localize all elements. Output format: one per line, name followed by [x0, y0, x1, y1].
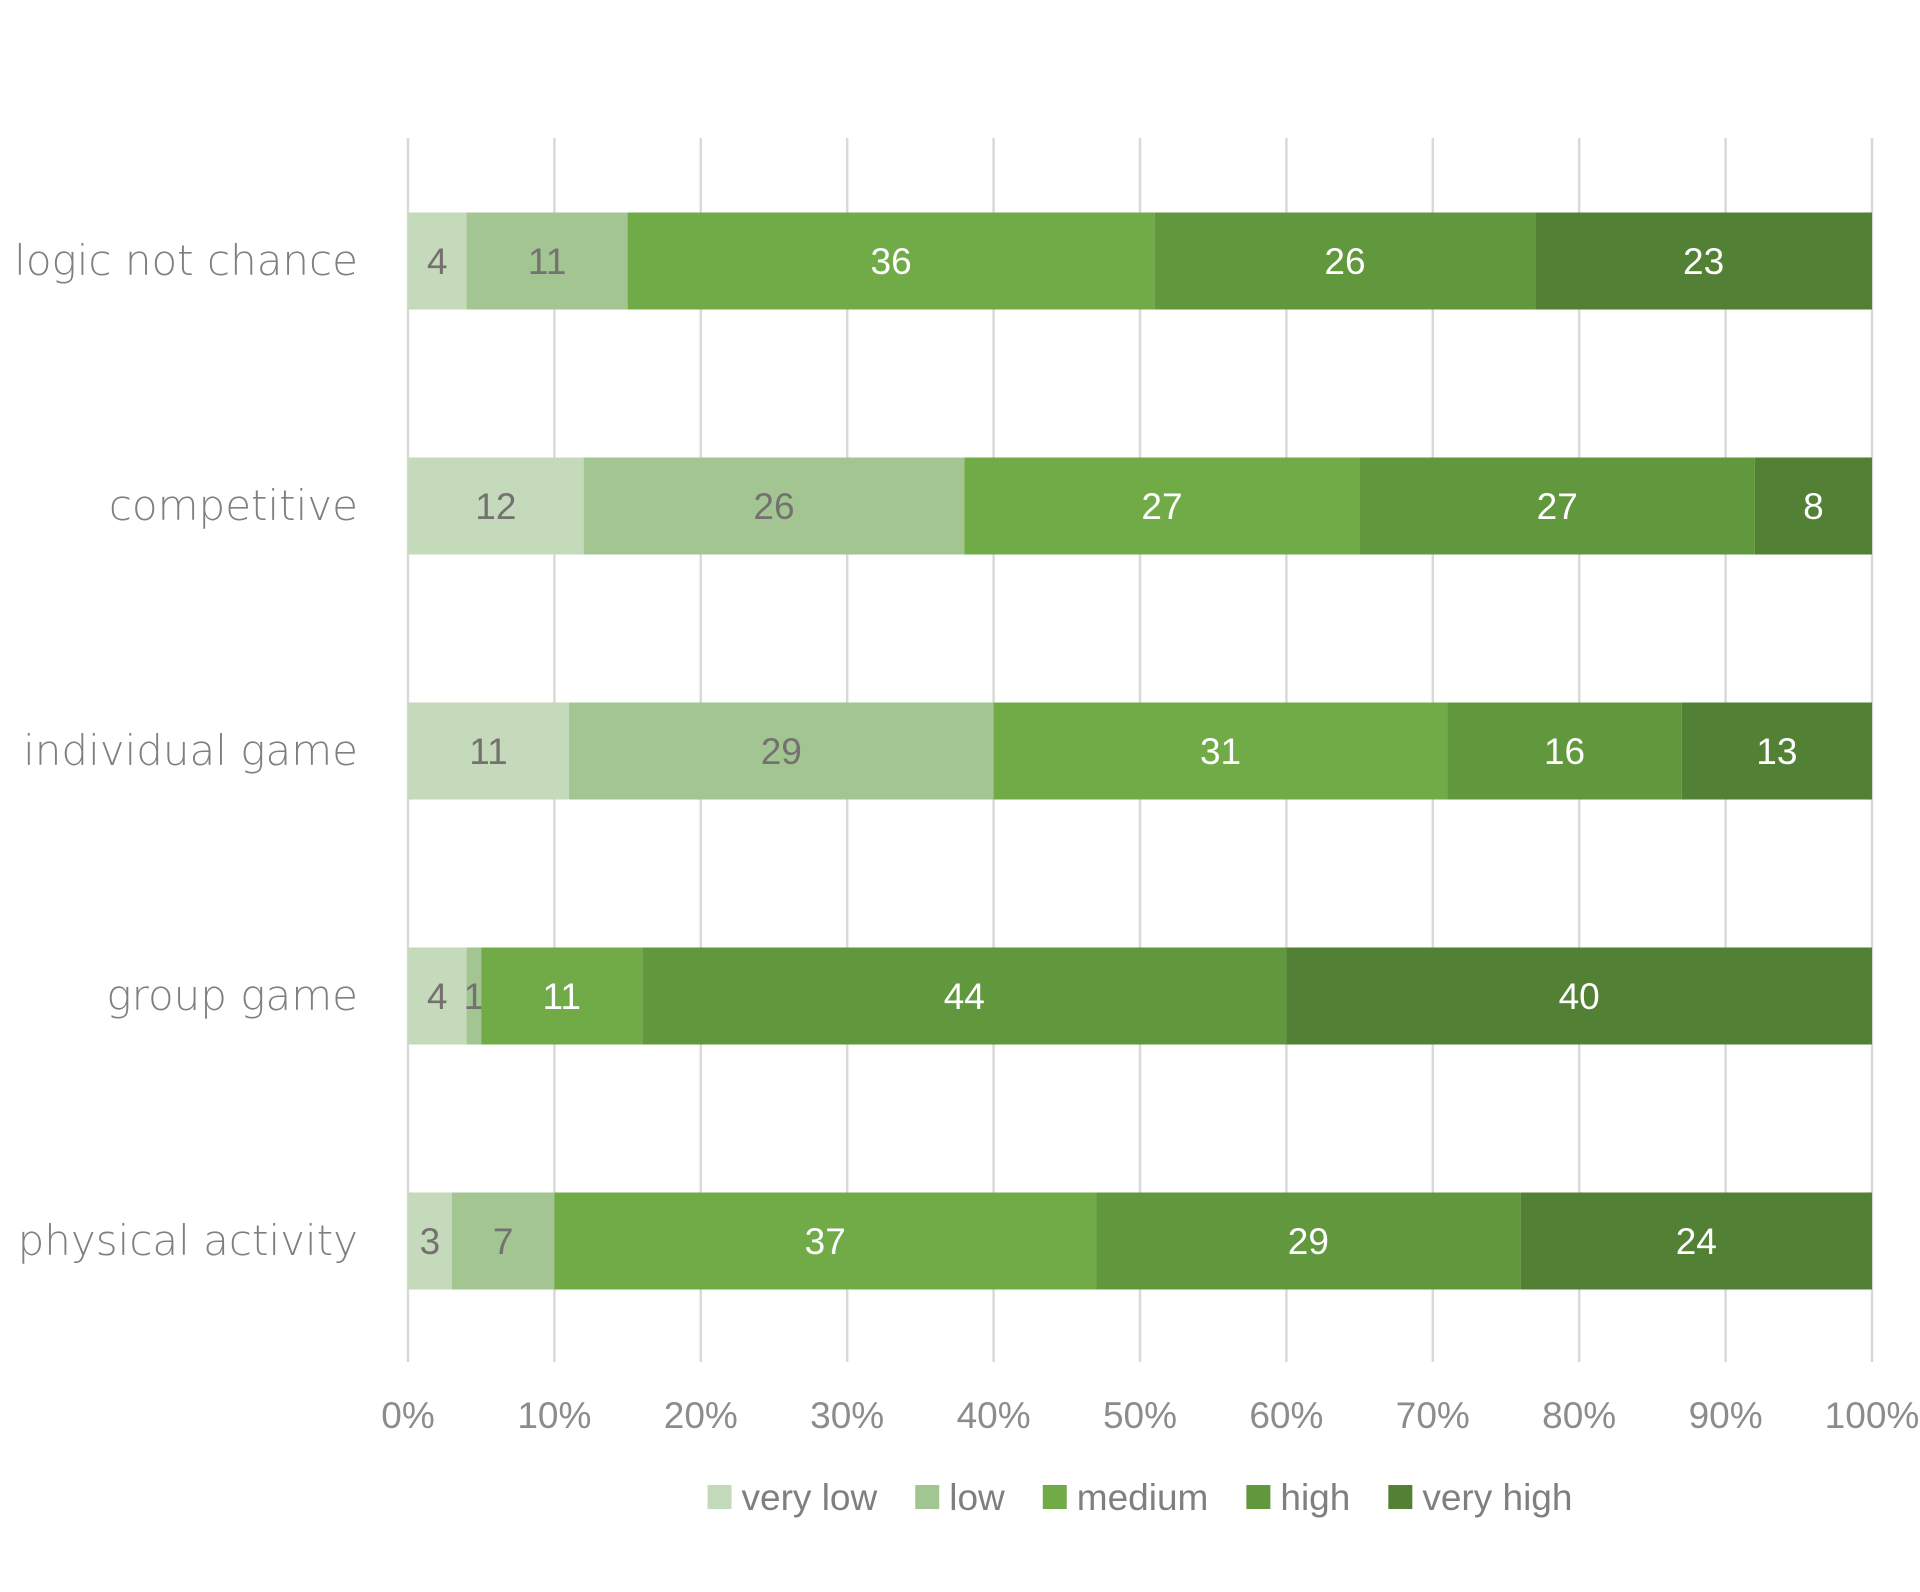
x-tick-label: 80%: [1542, 1395, 1616, 1436]
x-tick-label: 20%: [664, 1395, 738, 1436]
bar-segment: [1681, 702, 1872, 800]
legend-swatch: [915, 1485, 940, 1509]
legend-swatch: [1246, 1485, 1271, 1509]
x-tick-label: 40%: [957, 1395, 1031, 1436]
bar-segment: [627, 212, 1155, 310]
data-label: 29: [761, 731, 802, 772]
data-label: 8: [1803, 486, 1824, 527]
x-tick-label: 0%: [381, 1395, 434, 1436]
data-label: 37: [805, 1221, 846, 1262]
data-label: 7: [493, 1221, 514, 1262]
legend-item: high: [1246, 1477, 1350, 1518]
bar-segment: [466, 212, 628, 310]
category-labels: logic not chance competitive individual ga…: [14, 236, 358, 1265]
data-label: 26: [753, 486, 794, 527]
legend-label: very low: [742, 1477, 878, 1518]
data-label: 26: [1324, 241, 1365, 282]
data-label: 11: [469, 731, 507, 772]
bar-segment: [583, 457, 965, 555]
bar-segment: [408, 1192, 452, 1290]
legend-item: very high: [1388, 1477, 1572, 1518]
data-label: 16: [1544, 731, 1585, 772]
category-label: group game: [106, 971, 358, 1020]
bar-segment: [466, 947, 482, 1045]
x-tick-label: 90%: [1689, 1395, 1763, 1436]
bar-segment: [554, 1192, 1097, 1290]
bar-segment: [1359, 457, 1755, 555]
x-tick-label: 60%: [1249, 1395, 1323, 1436]
category-label: competitive: [109, 481, 358, 530]
data-label: 3: [420, 1221, 441, 1262]
data-label: 23: [1683, 241, 1724, 282]
bar-segment: [408, 947, 467, 1045]
bar-segment: [1535, 212, 1872, 310]
bar-segment: [408, 702, 570, 800]
legend-swatch: [1388, 1485, 1413, 1509]
data-label: 29: [1288, 1221, 1329, 1262]
data-label: 13: [1756, 731, 1797, 772]
category-label: physical activity: [18, 1216, 358, 1265]
bar-segment: [1154, 212, 1536, 310]
bar-segment: [1754, 457, 1872, 555]
bar-segment: [1286, 947, 1872, 1045]
x-tick-label: 50%: [1103, 1395, 1177, 1436]
x-tick-label: 70%: [1396, 1395, 1470, 1436]
legend-label: very high: [1422, 1477, 1572, 1518]
bar-segment: [569, 702, 994, 800]
category-label: individual game: [23, 726, 358, 775]
legend-item: very low: [707, 1477, 878, 1518]
legend-swatch: [707, 1485, 732, 1509]
data-label: 11: [528, 241, 566, 282]
data-label: 36: [871, 241, 912, 282]
data-label: 1: [464, 976, 485, 1017]
legend-label: medium: [1077, 1477, 1209, 1518]
bar-segment: [481, 947, 643, 1045]
data-label: 27: [1537, 486, 1578, 527]
bar-segment: [1096, 1192, 1521, 1290]
bar-segment: [642, 947, 1287, 1045]
data-label: 27: [1141, 486, 1182, 527]
data-label: 11: [543, 976, 581, 1017]
data-label: 4: [427, 241, 448, 282]
legend: very low low medium high very high: [707, 1477, 1572, 1518]
data-label: 31: [1200, 731, 1241, 772]
data-label: 12: [475, 486, 516, 527]
bar-segment: [408, 457, 584, 555]
x-tick-labels: 0% 10% 20% 30% 40% 50% 60% 70% 80% 90% 100%: [381, 1395, 1919, 1436]
legend-item: low: [915, 1477, 1005, 1518]
x-tick-label: 100%: [1825, 1395, 1920, 1436]
data-label: 44: [944, 976, 985, 1017]
bar-segment: [408, 212, 467, 310]
bar-segment: [1447, 702, 1682, 800]
legend-item: medium: [1042, 1477, 1209, 1518]
legend-swatch: [1042, 1485, 1067, 1509]
bar-segment: [1520, 1192, 1872, 1290]
bar-segment: [964, 457, 1360, 555]
data-label: 24: [1676, 1221, 1717, 1262]
x-tick-label: 30%: [810, 1395, 884, 1436]
legend-label: low: [949, 1477, 1005, 1518]
data-label: 40: [1559, 976, 1600, 1017]
bar-segment: [993, 702, 1448, 800]
x-tick-label: 10%: [517, 1395, 591, 1436]
legend-label: high: [1280, 1477, 1350, 1518]
category-label: logic not chance: [14, 236, 358, 285]
data-label: 4: [427, 976, 448, 1017]
bar-segment: [451, 1192, 555, 1290]
